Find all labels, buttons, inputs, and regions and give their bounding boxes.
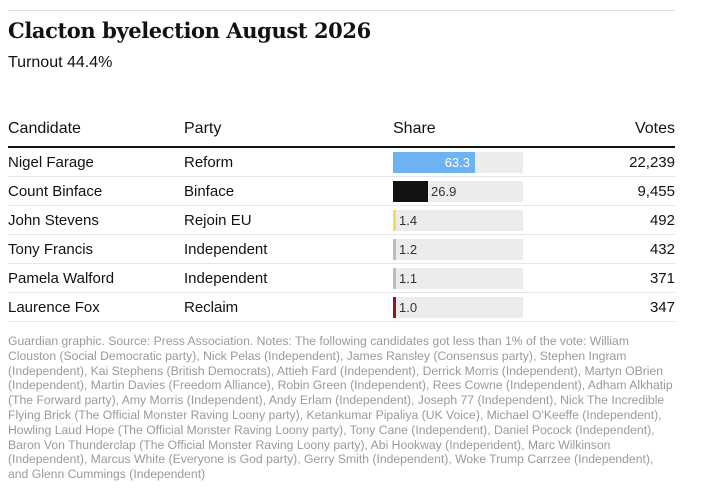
table-row: Pamela Walford Independent 1.1 371 [8,263,675,293]
party-name: Binface [184,176,393,206]
party-name: Rejoin EU [184,205,393,235]
share-bar-track: 26.9 [393,180,523,202]
table-row: Count Binface Binface 26.9 9,455 [8,176,675,206]
results-body: Nigel Farage Reform 63.3 22,239 Count Binfac… [8,147,675,322]
table-row: Nigel Farage Reform 63.3 22,239 [8,147,675,177]
party-name: Reclaim [184,292,393,322]
column-header-share: Share [393,112,543,148]
candidate-name: Laurence Fox [8,292,184,322]
share-value-label: 1.1 [399,270,418,286]
votes-value: 492 [543,205,675,235]
share-value-label: 63.3 [444,154,470,170]
share-bar-track: 1.2 [393,238,523,260]
turnout-subtitle: Turnout 44.4% [8,54,113,71]
share-cell: 26.9 [393,176,543,206]
results-table: Candidate Party Share Votes Nigel Farage… [8,112,675,322]
share-bar-track: 1.0 [393,296,523,318]
table-row: Laurence Fox Reclaim 1.0 347 [8,292,675,322]
votes-value: 347 [543,292,675,322]
table-header-row: Candidate Party Share Votes [8,112,675,148]
top-divider [8,10,675,11]
votes-value: 9,455 [543,176,675,206]
share-bar-track: 1.1 [393,267,523,289]
candidate-name: Pamela Walford [8,263,184,293]
share-bar [393,238,396,260]
share-cell: 1.4 [393,205,543,235]
party-name: Reform [184,147,393,177]
column-header-candidate: Candidate [8,112,184,148]
candidate-name: Tony Francis [8,234,184,264]
votes-value: 371 [543,263,675,293]
share-bar [393,209,396,231]
table-row: John Stevens Rejoin EU 1.4 492 [8,205,675,235]
share-bar-track: 1.4 [393,209,523,231]
share-value-label: 26.9 [431,183,457,199]
share-cell: 1.2 [393,234,543,264]
share-bar [393,296,396,318]
votes-value: 22,239 [543,147,675,177]
share-cell: 1.0 [393,292,543,322]
candidate-name: Nigel Farage [8,147,184,177]
votes-value: 432 [543,234,675,264]
candidate-name: Count Binface [8,176,184,206]
share-cell: 63.3 [393,147,543,177]
share-cell: 1.1 [393,263,543,293]
party-name: Independent [184,263,393,293]
share-value-label: 1.2 [399,241,418,257]
chart-title: Clacton byelection August 2026 [8,18,371,43]
party-name: Independent [184,234,393,264]
table-row: Tony Francis Independent 1.2 432 [8,234,675,264]
share-bar [393,151,475,173]
column-header-votes: Votes [543,112,675,148]
share-bar-track: 63.3 [393,151,523,173]
footer-notes: Guardian graphic. Source: Press Associat… [8,334,673,482]
candidate-name: John Stevens [8,205,184,235]
share-value-label: 1.4 [399,212,418,228]
share-bar [393,180,428,202]
column-header-party: Party [184,112,393,148]
share-bar [393,267,396,289]
share-value-label: 1.0 [399,299,418,315]
